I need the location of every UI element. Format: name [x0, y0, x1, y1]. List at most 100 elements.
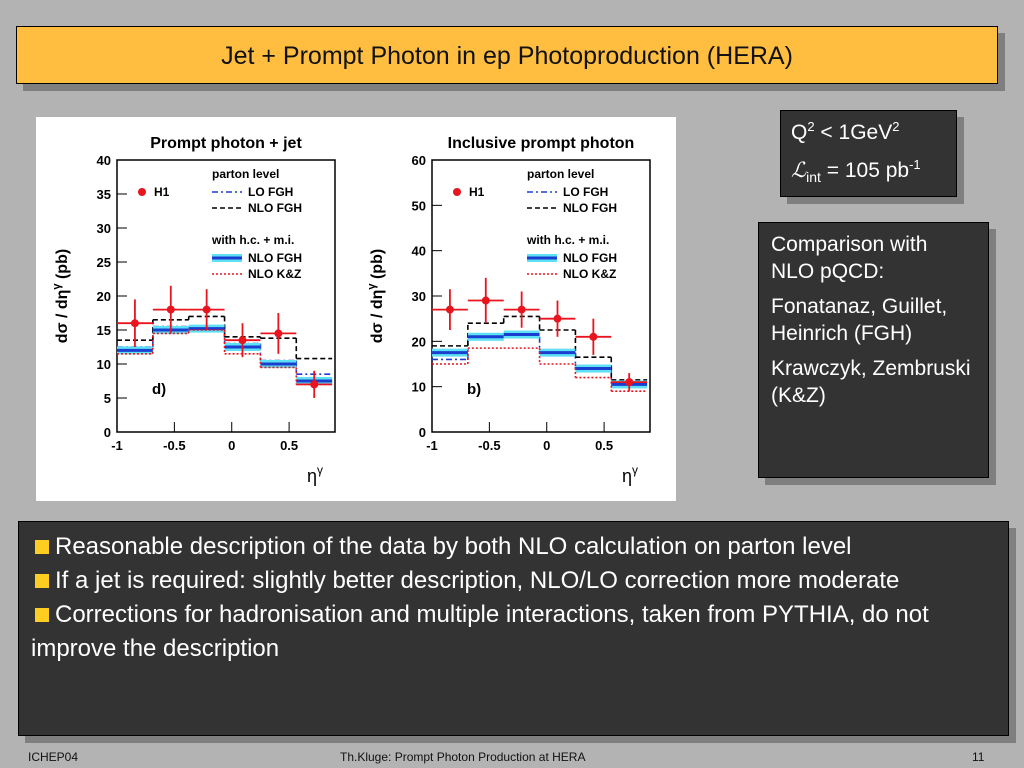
y-tick-label: 40	[412, 244, 426, 259]
x-axis-label: ηγ	[307, 463, 323, 486]
data-point	[625, 378, 634, 387]
y-axis-label: dσ / dηγ (pb)	[366, 249, 386, 343]
bullet-icon	[35, 574, 49, 588]
paragraph: Comparison with NLO pQCD:	[771, 233, 928, 283]
x-tick-label: 0.5	[280, 438, 298, 453]
legend-label: NLO FGH	[563, 251, 617, 265]
x-tick-label: 0.5	[595, 438, 613, 453]
bullet-text: Reasonable description of the data by bo…	[55, 533, 852, 560]
bullet-icon	[35, 540, 49, 554]
slide-title: Jet + Prompt Photon in ep Photoproductio…	[16, 26, 998, 84]
footer-center: Th.Kluge: Prompt Photon Production at HE…	[340, 750, 586, 764]
legend-label: NLO FGH	[248, 251, 302, 265]
footer-left: ICHEP04	[28, 750, 79, 764]
info-box: Q2 < 1GeV2 ℒint = 105 pb-1	[780, 110, 957, 197]
y-tick-label: 60	[412, 153, 426, 168]
y-tick-label: 35	[97, 187, 111, 202]
x-tick-label: -0.5	[163, 438, 185, 453]
bullet-text: Corrections for hadronisation and multip…	[31, 601, 929, 662]
text: -1	[909, 157, 921, 172]
x-axis-label: ηγ	[622, 463, 638, 486]
label-part: γ	[51, 283, 63, 290]
y-tick-label: 25	[97, 255, 111, 270]
bullet: If a jet is required: slightly better de…	[31, 564, 996, 598]
data-point	[589, 332, 598, 341]
legend-label: NLO K&Z	[248, 267, 301, 281]
info-line: ℒint = 105 pb-1	[791, 157, 946, 185]
chart-title: Prompt photon + jet	[150, 135, 302, 152]
y-tick-label: 20	[412, 334, 426, 349]
legend-label: NLO K&Z	[563, 267, 616, 281]
legend-label: H1	[469, 185, 485, 199]
data-point	[310, 380, 319, 389]
label-part: η	[622, 466, 632, 486]
data-point	[202, 305, 211, 314]
bullet: Corrections for hadronisation and multip…	[31, 598, 996, 666]
text: = 105 pb	[820, 159, 910, 182]
bullet-box: Reasonable description of the data by bo…	[18, 521, 1009, 736]
comparison-box: Comparison with NLO pQCD: Fonatanaz, Gui…	[758, 222, 989, 478]
x-tick-label: -0.5	[478, 438, 500, 453]
text: int	[806, 169, 821, 186]
y-tick-label: 40	[97, 153, 111, 168]
y-tick-label: 10	[97, 357, 111, 372]
chart-title: Inclusive prompt photon	[448, 135, 635, 152]
legend-group: with h.c. + m.i.	[526, 233, 609, 247]
legend-label: NLO FGH	[563, 201, 617, 215]
legend-group: with h.c. + m.i.	[211, 233, 294, 247]
y-axis-label: dσ / dηγ (pb)	[51, 249, 71, 343]
paragraph: Krawczyk, Zembruski (K&Z)	[771, 357, 971, 407]
y-tick-label: 5	[104, 391, 111, 406]
data-point	[517, 305, 526, 314]
x-tick-label: -1	[111, 438, 123, 453]
data-point	[553, 314, 562, 323]
data-point	[238, 336, 247, 345]
x-tick-label: -1	[426, 438, 438, 453]
legend-label: LO FGH	[248, 185, 293, 199]
text: 2	[892, 119, 900, 134]
label-part: (pb)	[369, 249, 386, 284]
y-tick-label: 20	[97, 289, 111, 304]
x-tick-label: 0	[228, 438, 235, 453]
plot-frame	[431, 159, 651, 433]
data-point	[274, 329, 283, 338]
y-tick-label: 30	[412, 289, 426, 304]
y-tick-label: 0	[419, 425, 426, 440]
info-line: Q2 < 1GeV2	[791, 119, 946, 145]
data-point	[130, 319, 139, 328]
legend-marker	[453, 188, 461, 196]
label-part: dσ / dη	[369, 290, 386, 344]
legend-label: LO FGH	[563, 185, 608, 199]
bullet-icon	[35, 608, 49, 622]
data-point	[445, 305, 454, 314]
label-part: γ	[366, 283, 378, 290]
figure: Prompt photon + jet 0 5 10 15 20 25 30 35 40 -1 -0.…	[36, 117, 676, 501]
y-tick-label: 15	[97, 323, 111, 338]
text: Q	[791, 121, 808, 144]
legend-label: NLO FGH	[248, 201, 302, 215]
label-part: (pb)	[54, 249, 71, 284]
y-tick-label: 10	[412, 380, 426, 395]
panel-label: b)	[467, 381, 481, 398]
y-tick-label: 30	[97, 221, 111, 236]
label-part: η	[307, 466, 317, 486]
legend-group: parton level	[212, 167, 279, 181]
text: 2	[807, 119, 815, 134]
legend-label: H1	[154, 185, 170, 199]
x-tick-label: 0	[543, 438, 550, 453]
legend-group: parton level	[527, 167, 594, 181]
panel-label: d)	[152, 381, 166, 398]
charts: Prompt photon + jet 0 5 10 15 20 25 30 35 40 -1 -0.…	[51, 135, 651, 486]
data-point	[481, 296, 490, 305]
y-tick-label: 0	[104, 425, 111, 440]
label-part: γ	[317, 463, 323, 477]
paragraph: Fonatanaz, Guillet, Heinrich (FGH)	[771, 295, 948, 345]
legend-marker	[138, 188, 146, 196]
label-part: dσ / dη	[54, 290, 71, 344]
bullet: Reasonable description of the data by bo…	[31, 530, 996, 564]
data-point	[166, 305, 175, 314]
text: ℒ	[791, 158, 807, 182]
plot-frame	[116, 159, 336, 433]
footer-right: 11	[972, 750, 985, 764]
